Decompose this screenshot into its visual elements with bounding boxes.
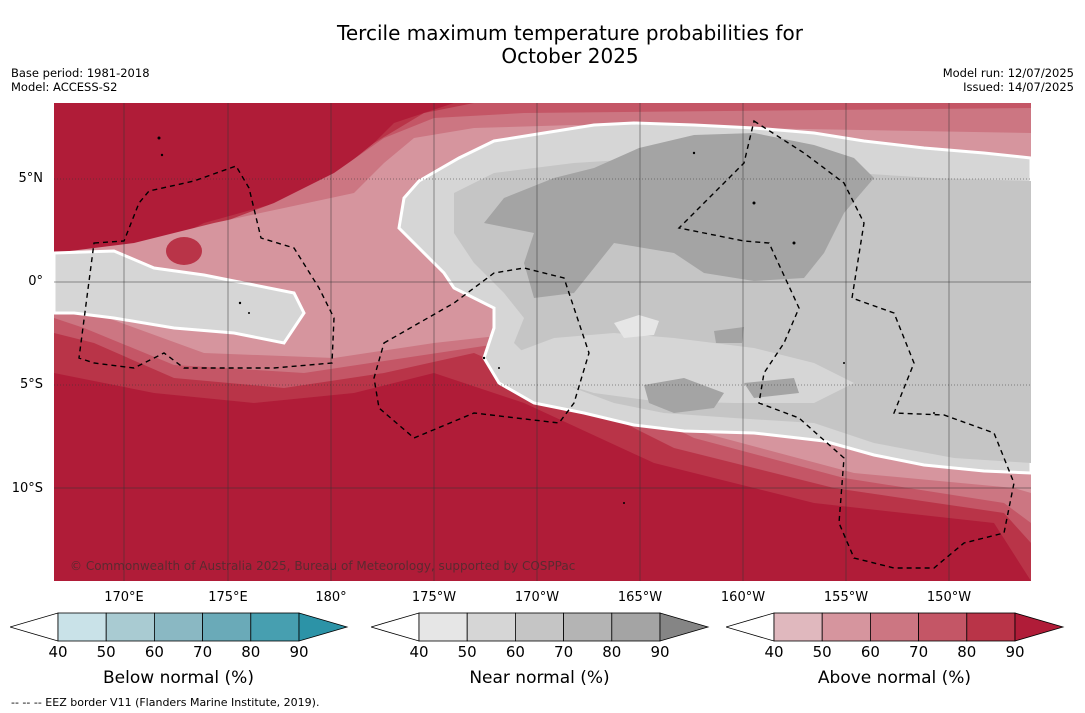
lon-label-180: 180° [315,590,347,605]
below-normal-colorbar-segment [250,612,300,642]
colorbar-above-normal [726,612,1065,642]
lon-label-175e: 175°E [208,590,248,605]
below-normal-colorbar-segment [105,612,155,642]
above-normal-colorbar-segment [918,612,968,642]
above-normal-colorbar-segment [821,612,871,642]
near-normal-colorbar-segment [514,612,564,642]
lon-label-170e: 170°E [104,590,144,605]
colorbar-near-normal [371,612,710,642]
issued-date: Issued: 14/07/2025 [963,80,1074,94]
title-line-2: October 2025 [501,44,639,68]
below-normal-colorbar-tick: 80 [241,643,261,661]
below-normal-colorbar-title: Below normal (%) [103,668,254,688]
lon-label-165w: 165°W [617,590,663,605]
below-normal-colorbar-tick: 60 [144,643,164,661]
above-normal-colorbar-segment [773,612,823,642]
probability-map [54,103,1031,581]
near-normal-colorbar-segment [563,612,613,642]
colorbar-below-normal [10,612,349,642]
below-normal-colorbar-tick: 50 [96,643,116,661]
near-normal-70-blob-1 [484,133,874,298]
below-normal-colorbar-segment [57,612,107,642]
above-normal-colorbar-tick: 70 [909,643,929,661]
near-normal-colorbar-title: Near normal (%) [469,668,610,688]
lon-label-160w: 160°W [720,590,766,605]
meta-left: Base period: 1981-2018 Model: ACCESS-S2 [11,66,150,94]
above-normal-colorbar-under [726,612,775,642]
below-normal-colorbar-over [298,612,349,642]
lat-label-0: 0° [28,274,43,289]
above-normal-colorbar-over [1014,612,1065,642]
near-normal-colorbar-tick: 80 [602,643,622,661]
below-normal-colorbar-segment [153,612,203,642]
above-normal-colorbar-tick: 60 [860,643,880,661]
near-normal-colorbar-tick: 60 [505,643,525,661]
lon-label-175w: 175°W [411,590,457,605]
near-normal-colorbar-segment [611,612,661,642]
below-normal-colorbar-segment [202,612,252,642]
above-normal-colorbar-title: Above normal (%) [817,668,972,688]
above-normal-colorbar-tick: 40 [764,643,784,661]
grid-lines [54,103,1031,581]
lat-label-5s: 5°S [19,377,43,392]
above-normal-colorbar-tick: 80 [957,643,977,661]
model-run: Model run: 12/07/2025 [942,66,1074,80]
near-normal-70-blob-3 [744,378,799,398]
lon-label-155w: 155°W [823,590,869,605]
above-normal-colorbar-tick: 50 [812,643,832,661]
eez-footnote: -- -- -- EEZ border V11 (Flanders Marine… [11,696,320,709]
meta-right: Model run: 12/07/2025 Issued: 14/07/2025 [943,66,1074,94]
title-line-1: Tercile maximum temperature probabilitie… [337,21,803,45]
eez-borders [78,119,1015,569]
lon-label-170w: 170°W [514,590,560,605]
below-normal-colorbar-tick: 90 [289,643,309,661]
below-normal-colorbar-under [10,612,59,642]
below-normal-colorbar-tick: 70 [193,643,213,661]
near-normal-40-spot [614,315,659,338]
near-normal-colorbar-segment [418,612,468,642]
near-normal-colorbar-segment [466,612,516,642]
base-period: Base period: 1981-2018 [11,66,150,80]
lon-label-150w: 150°W [926,590,972,605]
near-normal-70-blob-2 [644,378,724,413]
lat-label-10s: 10°S [11,481,43,496]
near-normal-colorbar-tick: 50 [457,643,477,661]
near-normal-west-area [54,249,306,345]
above-normal-colorbar-segment [869,612,919,642]
above-normal-colorbar-tick: 90 [1005,643,1025,661]
above-normal-colorbar-segment [966,612,1016,642]
near-normal-colorbar-under [371,612,420,642]
map-title: Tercile maximum temperature probabilitie… [0,22,1085,68]
near-normal-colorbar-tick: 70 [554,643,574,661]
lat-label-5n: 5°N [18,171,44,186]
near-normal-colorbar-over [659,612,710,642]
copyright-notice: © Commonwealth of Australia 2025, Bureau… [70,559,576,573]
near-normal-70-blob-4 [714,327,744,343]
islands [157,136,935,504]
near-normal-colorbar-tick: 90 [650,643,670,661]
model-name: Model: ACCESS-S2 [11,80,118,94]
near-normal-colorbar-tick: 40 [409,643,429,661]
below-normal-colorbar-tick: 40 [48,643,68,661]
